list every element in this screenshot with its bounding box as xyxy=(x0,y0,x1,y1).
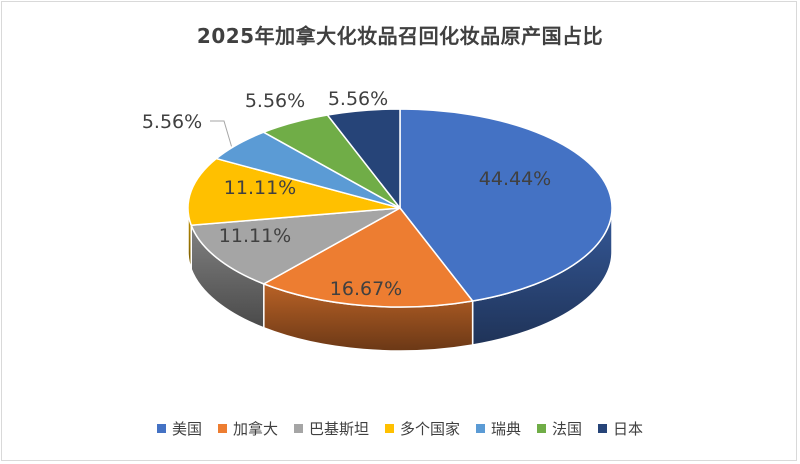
pie-slice-1 xyxy=(262,207,474,308)
legend-swatch xyxy=(598,424,608,433)
legend-item-3: 多个国家 xyxy=(384,418,460,439)
legend-item-0: 美国 xyxy=(156,418,202,439)
pie-slice-6 xyxy=(326,108,401,211)
legend-swatch xyxy=(156,424,166,433)
legend-item-5: 法国 xyxy=(537,418,582,439)
pie-slice-0 xyxy=(399,108,613,302)
legend-swatch xyxy=(217,424,227,433)
data-label-0: 44.44% xyxy=(479,168,551,190)
data-label-6: 5.56% xyxy=(328,88,388,110)
legend-swatch xyxy=(293,424,303,433)
legend-swatch xyxy=(476,424,485,433)
pie-slice-2 xyxy=(190,207,401,285)
data-label-2: 11.11% xyxy=(219,225,291,247)
data-label-3: 11.11% xyxy=(224,177,296,199)
legend-label: 美国 xyxy=(171,420,202,438)
pie-slice-3 xyxy=(187,157,401,227)
legend-label: 巴基斯坦 xyxy=(308,420,369,438)
legend-label: 瑞典 xyxy=(491,420,522,438)
chart-title: 2025年加拿大化妆品召回化妆品原产国占比 xyxy=(196,24,604,48)
leader-line xyxy=(210,120,232,147)
data-label-5: 5.56% xyxy=(245,90,305,112)
legend-label: 法国 xyxy=(552,420,583,438)
legend-swatch xyxy=(384,424,394,433)
legend-label: 多个国家 xyxy=(399,420,460,438)
data-label-1: 16.67% xyxy=(330,278,402,300)
data-label-4: 5.56% xyxy=(142,111,202,133)
legend-label: 日本 xyxy=(613,420,644,438)
legend-item-4: 瑞典 xyxy=(476,418,521,439)
legend-item-1: 加拿大 xyxy=(217,418,278,439)
legend-label: 加拿大 xyxy=(232,420,278,438)
legend-item-2: 巴基斯坦 xyxy=(293,418,369,439)
legend: 美国 加拿大 巴基斯坦 多个国家 瑞典 法国 日本 xyxy=(0,418,800,439)
legend-item-6: 日本 xyxy=(598,418,643,439)
legend-swatch xyxy=(537,424,547,433)
